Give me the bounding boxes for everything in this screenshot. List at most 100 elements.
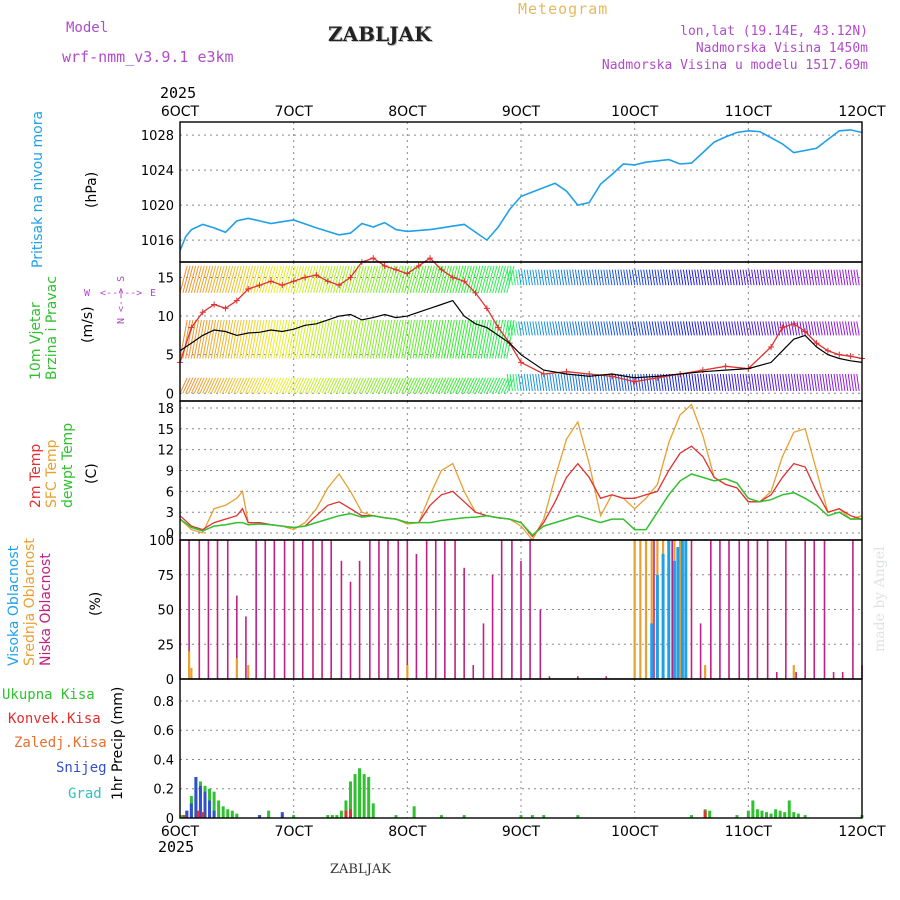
wind-barb [276,377,285,394]
wind-barb [623,321,627,336]
wind-barb [643,321,647,336]
wind-barb [759,321,764,336]
wind-barb [247,319,256,359]
wind-barb [603,321,607,336]
gust-marker [472,289,479,296]
wind-barb [807,373,812,392]
gust-marker [267,278,274,285]
compass-rose: N <--> S W E <--|--> [84,262,157,328]
y-tick-label: 100 [149,534,174,549]
wind-barb [205,319,214,359]
wind-barb [739,373,744,392]
wind-barb [384,377,393,394]
wind-barb [460,265,470,294]
wind-barb [617,321,621,336]
wind-barb [694,269,698,286]
wind-barb [193,265,202,294]
wind-barb [844,373,849,392]
wind-barb [685,269,690,286]
wind-barb [509,373,513,392]
wind-barb [432,377,441,394]
wind-barb [412,265,421,294]
wind-barb [822,269,826,286]
elevation-text: Nadmorska Visina 1450m [695,41,868,56]
wind-barb [267,319,276,359]
wind-barb [227,319,236,359]
wind-barb [557,321,562,336]
wind-barb [341,377,350,394]
precip-bar [230,810,234,818]
wind-barb [682,269,687,286]
wind-barb [304,319,313,359]
wind-barb [762,373,766,392]
wind-barb [532,269,536,286]
compass-arrows: <--|--> [100,288,143,299]
wind-barb [492,265,501,294]
wind-barb [256,377,265,394]
wind-barb [418,319,427,359]
wind-barb [310,265,319,294]
wind-barb [734,321,738,336]
wind-barb [523,373,528,392]
gust-line [179,257,863,383]
gust-marker [188,324,195,331]
wind-barb [193,377,202,394]
wind-barb [381,377,390,394]
wind-barb [509,321,513,336]
wind-barb [230,319,239,359]
wind-barb [623,373,627,392]
wind-barb [563,373,567,392]
wind-barb [654,321,658,336]
precip-bar [751,800,755,818]
precip-bar [330,815,334,818]
wind-barb [321,265,330,294]
wind-barb [785,269,789,286]
wind-barb [284,377,293,394]
wind-barb [307,377,316,394]
wind-barb [284,265,293,294]
wind-barb [313,319,322,359]
wind-barb [406,265,416,294]
precip-bar [344,810,348,818]
wind-barb [620,321,624,336]
wind-barb [628,269,633,286]
wind-barb [466,265,475,294]
wind-barb [188,377,197,394]
wind-barb [830,269,835,286]
x-tick-label-top: 6OCT [161,104,200,120]
gust-marker [222,305,229,312]
wind-barb [790,269,795,286]
wind-barb [429,265,438,294]
wind-barb [654,269,658,286]
wind-barb [748,269,752,286]
wind-barb [207,377,217,394]
wind-barb [796,269,800,286]
wind-barb [850,269,854,286]
wind-barb [745,269,749,286]
precip-bar [519,815,523,818]
wind-barb [494,319,504,359]
wind-barb [389,319,398,359]
wind-barb [691,269,695,286]
wind-barb [497,265,506,294]
gust-marker [722,363,729,370]
wind-barb [552,321,556,336]
wind-barb [569,373,573,392]
wind-barb [816,373,820,392]
wind-barb [375,319,384,359]
compass-e: E [150,288,157,299]
wind-barb [640,373,644,392]
gust-marker [540,370,547,377]
wind-barb [682,321,687,336]
wind-barb [748,321,752,336]
wind-barb [264,265,273,294]
gust-marker [518,359,524,366]
wind-barb [802,269,806,286]
precip-bar [258,815,262,818]
wind-barb [645,321,650,336]
wind-barb [634,321,639,336]
wind-barb [480,265,489,294]
wind-barb [518,373,522,392]
wind-barb [660,321,664,336]
wind-barb [310,377,319,394]
